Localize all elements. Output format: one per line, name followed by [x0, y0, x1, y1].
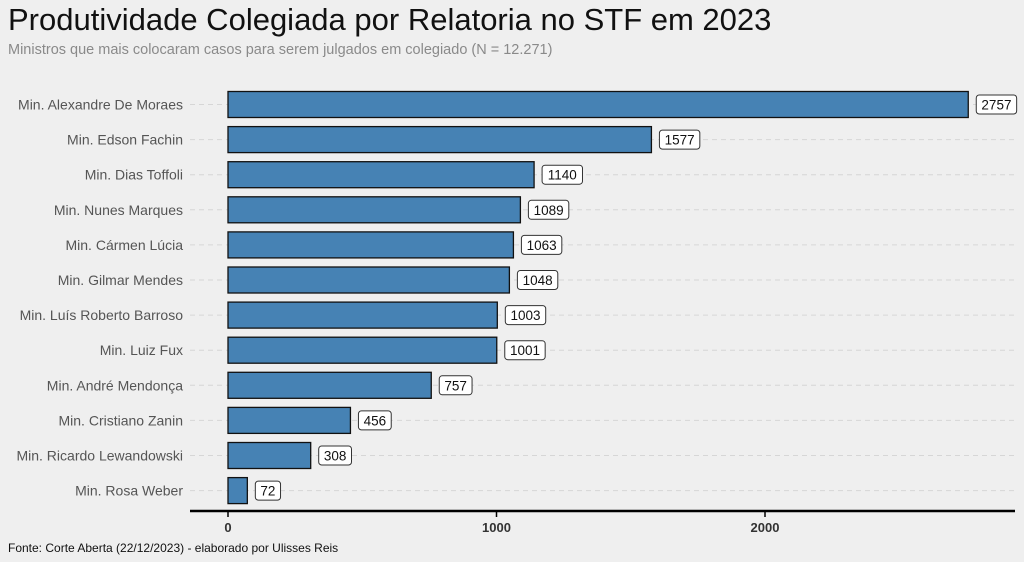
category-label: Min. Dias Toffoli — [85, 167, 183, 183]
category-label: Min. Cristiano Zanin — [59, 412, 184, 428]
data-label-box — [541, 164, 583, 185]
category-label: Min. Luís Roberto Barroso — [20, 307, 184, 323]
x-tick-label: 2000 — [751, 520, 780, 535]
data-label-box — [254, 480, 282, 501]
category-label: Min. Alexandre De Moraes — [18, 97, 183, 113]
bar — [227, 125, 653, 154]
bar — [227, 161, 535, 189]
data-label: 2757 — [981, 98, 1011, 113]
data-label-box — [527, 199, 570, 220]
x-tick-label: 1000 — [482, 520, 511, 535]
data-label: 308 — [324, 449, 347, 464]
category-label: Min. Ricardo Lewandowski — [16, 448, 183, 464]
bar — [227, 441, 312, 470]
data-label: 456 — [364, 413, 387, 428]
chart-title: Produtividade Colegiada por Relatoria no… — [8, 2, 772, 37]
category-label: Min. Edson Fachin — [67, 132, 183, 148]
x-tick-label: 0 — [224, 520, 231, 535]
category-label: Min. Rosa Weber — [75, 483, 183, 499]
bar — [227, 90, 969, 119]
data-label-box — [318, 445, 352, 466]
data-label-box — [438, 375, 473, 396]
category-label: Min. Luiz Fux — [100, 342, 183, 358]
data-label: 1048 — [523, 273, 553, 288]
category-label: Min. Nunes Marques — [54, 202, 183, 218]
data-label-box — [658, 129, 701, 150]
bar — [227, 336, 498, 364]
data-label-box — [504, 340, 546, 361]
chart-caption: Fonte: Corte Aberta (22/12/2023) - elabo… — [8, 541, 339, 555]
data-label: 1089 — [534, 203, 564, 218]
category-label: Min. Gilmar Mendes — [58, 272, 183, 288]
bar — [227, 371, 432, 399]
data-label: 1063 — [527, 238, 557, 253]
data-label: 1140 — [548, 168, 577, 183]
data-label-box — [975, 94, 1018, 115]
data-label-box — [504, 305, 547, 326]
data-label: 1001 — [510, 343, 540, 358]
bar — [227, 406, 352, 435]
data-label: 1577 — [665, 133, 695, 148]
data-label: 72 — [260, 484, 275, 499]
data-label: 1003 — [510, 308, 540, 323]
data-label-box — [357, 410, 392, 431]
bar — [227, 231, 515, 259]
bar — [227, 196, 522, 224]
category-label: Min. Cármen Lúcia — [66, 237, 184, 253]
data-label-box — [520, 234, 563, 255]
data-label: 757 — [444, 378, 467, 393]
bar — [227, 476, 248, 505]
bar — [227, 266, 511, 294]
chart-subtitle: Ministros que mais colocaram casos para … — [8, 42, 553, 58]
category-label: Min. André Mendonça — [47, 377, 183, 393]
bar — [227, 301, 498, 329]
data-label-box — [516, 270, 559, 290]
